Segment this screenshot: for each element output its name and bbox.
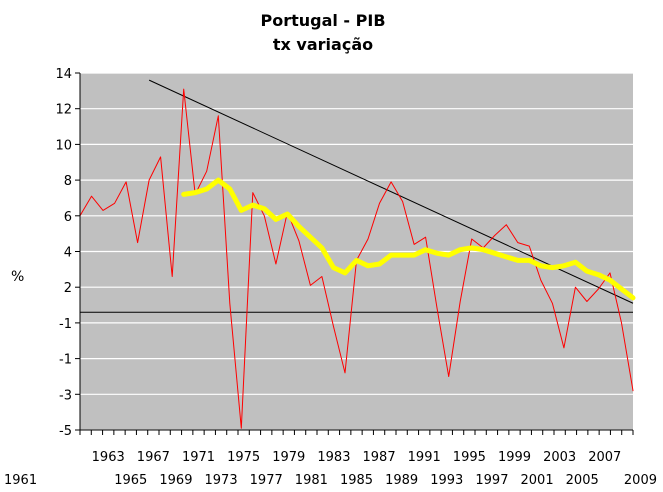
x-tick-label: 1963 <box>92 450 125 465</box>
x-tick-label: 1967 <box>137 450 170 465</box>
y-tick-label: 6 <box>64 210 72 225</box>
x-tick-label: 1983 <box>317 450 350 465</box>
x-tick-label: 1995 <box>453 450 486 465</box>
y-tick-label: -1 <box>59 353 72 368</box>
y-tick-label: 14 <box>55 67 72 82</box>
y-tick-label: 8 <box>64 174 72 189</box>
x-tick-label: 2009 <box>624 473 657 488</box>
x-tick-label: 1997 <box>475 473 508 488</box>
x-tick-label: 2003 <box>543 450 576 465</box>
chart-title: Portugal - PIB <box>260 11 385 30</box>
x-tick-label: 2007 <box>588 450 621 465</box>
x-tick-label: 2005 <box>566 473 599 488</box>
x-tick-label: 1971 <box>182 450 215 465</box>
x-tick-label: 1961 <box>4 473 37 488</box>
x-axis-ticks: 1963 1967 1971 1975 1979 1983 1987 1991 1995 1999… <box>4 430 657 488</box>
x-tick-label: 1985 <box>340 473 373 488</box>
chart-subtitle: tx variação <box>273 35 373 54</box>
y-tick-label: 2 <box>64 281 72 296</box>
y-axis-ticks: 14 12 10 8 6 4 2 -1 -1 -3 -5 <box>55 67 80 439</box>
x-tick-label: 1973 <box>205 473 238 488</box>
series-line-moving-average <box>181 177 636 301</box>
x-tick-label: 1987 <box>363 450 396 465</box>
y-tick-label: 4 <box>64 246 72 261</box>
x-tick-label: 1965 <box>114 473 147 488</box>
y-tick-label: -5 <box>59 424 72 439</box>
x-tick-label: 1991 <box>408 450 441 465</box>
x-tick-label: 2001 <box>521 473 554 488</box>
series-layer <box>79 88 636 429</box>
x-tick-label: 1989 <box>385 473 418 488</box>
y-axis-label: % <box>11 269 24 285</box>
x-tick-label: 1977 <box>250 473 283 488</box>
y-tick-label: -1 <box>59 317 72 332</box>
y-tick-label: 12 <box>55 103 72 118</box>
y-tick-label: 10 <box>55 138 72 153</box>
x-tick-label: 1993 <box>430 473 463 488</box>
x-tick-label: 1975 <box>227 450 260 465</box>
x-tick-label: 1999 <box>498 450 531 465</box>
x-tick-label: 1969 <box>159 473 192 488</box>
x-tick-label: 1981 <box>295 473 328 488</box>
y-tick-label: -3 <box>59 388 72 403</box>
x-tick-label: 1979 <box>272 450 305 465</box>
